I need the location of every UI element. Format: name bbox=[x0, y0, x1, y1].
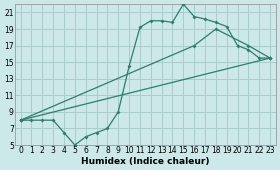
X-axis label: Humidex (Indice chaleur): Humidex (Indice chaleur) bbox=[81, 157, 210, 166]
